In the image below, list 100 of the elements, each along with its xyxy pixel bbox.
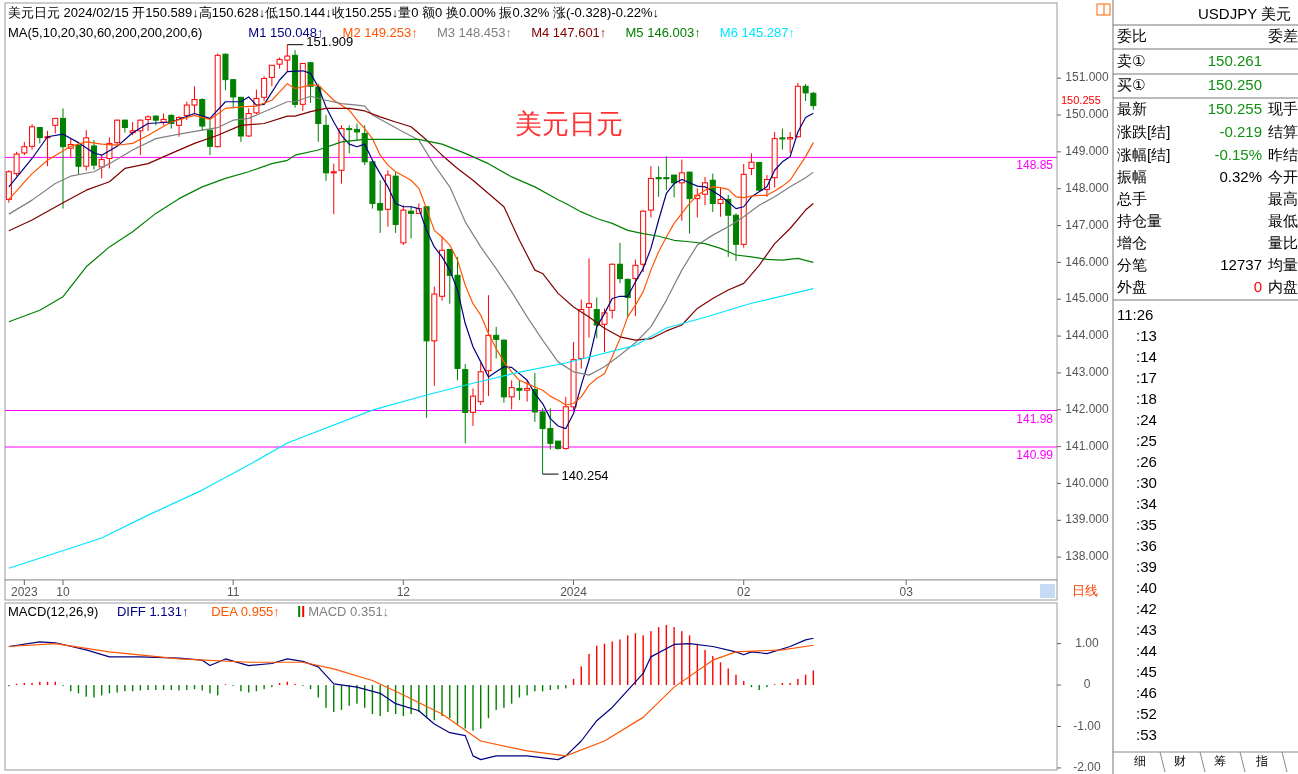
legend-label: MACD 0.351↓ — [308, 604, 390, 619]
text: USDJPY 美元 — [1198, 4, 1292, 22]
candlestick — [245, 107, 252, 138]
candlestick — [787, 131, 794, 154]
text: 买① — [1117, 75, 1146, 93]
y-tick-label: -2.00 — [1073, 760, 1101, 774]
x-tick-label: 2024 — [560, 585, 588, 600]
text: 涨幅[结] — [1117, 145, 1171, 163]
text: 涨跌[结] — [1117, 122, 1171, 140]
candlestick — [114, 118, 121, 147]
candlestick — [206, 119, 213, 156]
y-tick-label: 150.000 — [1065, 107, 1110, 122]
candlestick — [601, 307, 608, 353]
candlestick — [261, 75, 268, 102]
text: 委差 — [1268, 26, 1298, 44]
y-tick-label: 149.000 — [1065, 144, 1110, 159]
text: 150.250 — [1207, 75, 1262, 93]
y-tick-label: 148.000 — [1065, 180, 1110, 195]
candlestick — [779, 128, 786, 151]
x-tick-label: 11 — [226, 585, 240, 600]
text: :45 — [1136, 662, 1157, 680]
text: 指 — [1255, 754, 1268, 769]
y-tick-label: 1.00 — [1075, 635, 1099, 650]
text: :18 — [1136, 389, 1157, 407]
text: 委比 — [1117, 26, 1147, 44]
text: M5 146.003↑ — [625, 25, 701, 40]
text: :44 — [1136, 641, 1157, 659]
ref-line-label: 141.98 — [1016, 411, 1054, 426]
candlestick — [469, 387, 476, 427]
text: 增仓 — [1116, 233, 1147, 251]
text: 最新 — [1117, 99, 1147, 117]
candlestick — [586, 257, 593, 339]
candlestick — [75, 142, 82, 175]
text: 11:26 — [1117, 305, 1154, 323]
text: 最高 — [1268, 189, 1298, 207]
text: M3 148.453↑ — [436, 25, 513, 40]
text: 外盘 — [1117, 277, 1147, 295]
candlestick — [593, 296, 600, 339]
x-tick-label: 2023 — [10, 585, 39, 600]
x-tick-label: 02 — [737, 585, 751, 600]
text: 内盘 — [1268, 277, 1298, 295]
candlestick — [508, 379, 515, 410]
annotation: 140.254 — [561, 467, 609, 483]
y-tick-label: 143.000 — [1065, 365, 1110, 380]
candlestick — [616, 242, 623, 284]
text: 持仓量 — [1117, 211, 1162, 229]
text: :26 — [1136, 452, 1157, 470]
x-tick-label: 10 — [56, 585, 71, 600]
x-tick-label: 03 — [899, 585, 914, 600]
candlestick — [145, 114, 152, 132]
candlestick — [725, 194, 732, 258]
text: 量比 — [1268, 233, 1298, 251]
text: 细 — [1134, 754, 1146, 769]
text: :43 — [1136, 620, 1157, 638]
text: 结算 — [1268, 122, 1298, 140]
line-series — [8, 107, 814, 341]
text: M4 147.601↑ — [531, 25, 607, 40]
text: 现手 — [1268, 99, 1298, 117]
candlestick — [632, 258, 639, 317]
text: :13 — [1136, 326, 1157, 344]
candlestick — [516, 379, 523, 401]
text: 150.261 — [1207, 51, 1262, 69]
candlestick — [748, 152, 755, 176]
candlestick — [98, 154, 105, 179]
text: 财 — [1174, 754, 1186, 769]
text: -0.219 — [1219, 122, 1262, 140]
ref-line-label: 140.99 — [1016, 447, 1054, 462]
y-tick-label: 146.000 — [1065, 254, 1110, 269]
candlestick — [330, 163, 337, 215]
text: 12737 — [1220, 255, 1262, 273]
text: 昨结 — [1268, 145, 1298, 163]
ref-line-label: 148.85 — [1016, 158, 1054, 173]
text: 分笔 — [1117, 255, 1147, 273]
candlestick — [268, 64, 275, 87]
text: :30 — [1136, 473, 1157, 491]
y-tick-label: 0 — [1083, 677, 1091, 692]
y-tick-label: 138.000 — [1065, 549, 1110, 564]
text: :53 — [1136, 725, 1157, 743]
text: 日线 — [1072, 583, 1098, 599]
text: 总手 — [1116, 189, 1147, 207]
candlestick — [90, 139, 97, 171]
candlestick — [493, 326, 500, 360]
text: :17 — [1136, 368, 1157, 386]
text: 均量 — [1267, 255, 1298, 273]
text: DEA 0.955↑ — [211, 604, 280, 619]
text: 振幅 — [1117, 167, 1147, 185]
candlestick — [137, 118, 144, 156]
y-tick-label: 142.000 — [1065, 401, 1110, 416]
text: :34 — [1136, 494, 1157, 512]
text: 最低 — [1268, 211, 1298, 229]
x-tick-label: 12 — [396, 585, 411, 600]
candlestick — [624, 278, 631, 318]
text: 0 — [1253, 277, 1262, 295]
y-tick-label: 140.000 — [1065, 475, 1110, 490]
text: :40 — [1136, 578, 1157, 596]
legend-title: MACD(12,26,9) — [8, 604, 99, 619]
candlestick — [408, 205, 415, 239]
annotation: 美元日元 — [515, 109, 624, 139]
text: 150.255 — [1207, 99, 1262, 117]
y-tick-label: -1.00 — [1073, 718, 1101, 733]
